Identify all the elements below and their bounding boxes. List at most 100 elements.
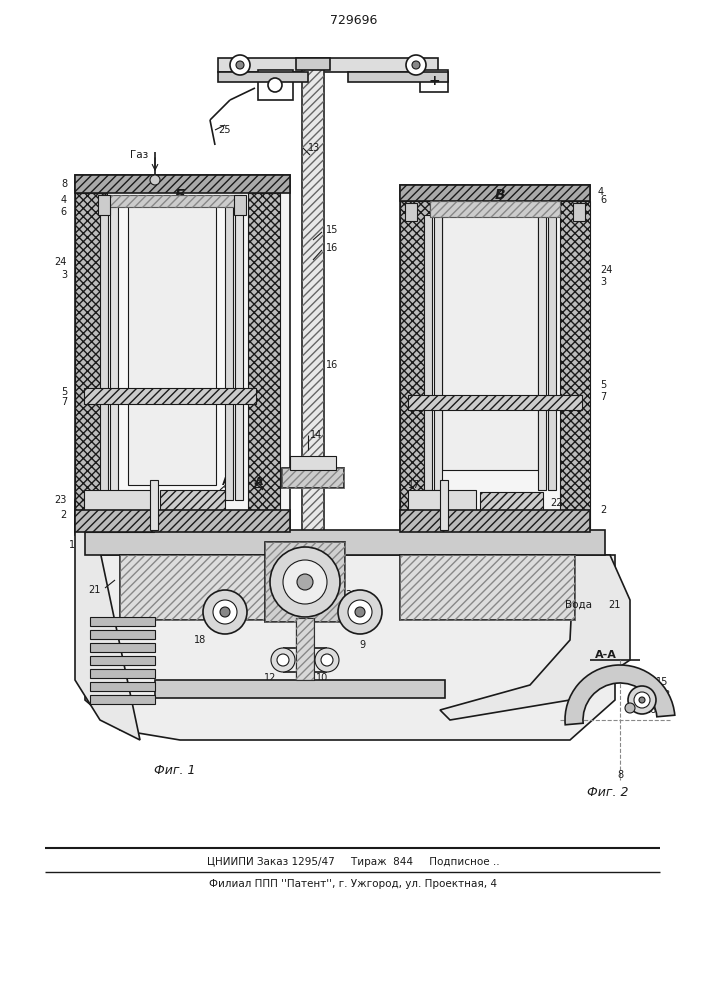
Text: 24: 24 bbox=[54, 257, 67, 267]
Text: 15: 15 bbox=[326, 225, 339, 235]
Bar bbox=[265, 542, 345, 622]
Text: А: А bbox=[255, 477, 263, 487]
Bar bbox=[84, 490, 154, 532]
Text: В: В bbox=[495, 188, 506, 202]
Text: 13: 13 bbox=[659, 690, 671, 700]
Text: 8: 8 bbox=[62, 179, 68, 189]
Text: 15: 15 bbox=[656, 677, 668, 687]
Text: А-А: А-А bbox=[595, 650, 617, 660]
Text: 7: 7 bbox=[600, 392, 606, 402]
Bar bbox=[408, 490, 476, 530]
Text: 16: 16 bbox=[326, 243, 338, 253]
Text: 11: 11 bbox=[299, 675, 311, 685]
Bar bbox=[258, 70, 293, 100]
Bar bbox=[290, 456, 336, 470]
Bar bbox=[90, 617, 155, 626]
Text: 24: 24 bbox=[600, 265, 612, 275]
Bar bbox=[90, 695, 155, 704]
Text: 5: 5 bbox=[61, 387, 67, 397]
Circle shape bbox=[355, 607, 365, 617]
Bar bbox=[90, 630, 155, 639]
Circle shape bbox=[315, 648, 339, 672]
Bar bbox=[400, 185, 590, 201]
Bar bbox=[400, 201, 430, 530]
Bar bbox=[120, 555, 285, 620]
Bar bbox=[480, 492, 543, 525]
Bar bbox=[420, 70, 448, 92]
Bar bbox=[218, 58, 438, 72]
Bar bbox=[234, 195, 246, 215]
Text: 6: 6 bbox=[61, 207, 67, 217]
Bar bbox=[296, 58, 330, 70]
Text: 3: 3 bbox=[61, 270, 67, 280]
Circle shape bbox=[277, 654, 289, 666]
Circle shape bbox=[321, 654, 333, 666]
Text: 6: 6 bbox=[600, 195, 606, 205]
Text: +: + bbox=[428, 74, 440, 88]
Text: 25: 25 bbox=[218, 125, 230, 135]
Text: 22: 22 bbox=[550, 498, 563, 508]
Bar bbox=[424, 215, 432, 490]
Circle shape bbox=[150, 175, 160, 185]
Text: 4: 4 bbox=[61, 195, 67, 205]
Text: 21: 21 bbox=[608, 600, 620, 610]
Circle shape bbox=[268, 78, 282, 92]
Bar bbox=[282, 468, 344, 488]
Bar bbox=[296, 618, 314, 680]
Text: 4: 4 bbox=[598, 187, 604, 197]
Circle shape bbox=[213, 600, 237, 624]
Text: 729696: 729696 bbox=[330, 13, 378, 26]
Bar bbox=[90, 656, 155, 665]
Bar bbox=[248, 193, 280, 530]
Bar bbox=[442, 215, 538, 470]
Bar bbox=[296, 618, 314, 680]
Circle shape bbox=[236, 61, 244, 69]
Bar bbox=[348, 72, 448, 82]
Text: Газ: Газ bbox=[130, 150, 148, 160]
Text: 16: 16 bbox=[645, 705, 658, 715]
Text: 3: 3 bbox=[600, 277, 606, 287]
Text: 16: 16 bbox=[326, 360, 338, 370]
Polygon shape bbox=[75, 480, 140, 740]
Bar bbox=[400, 555, 575, 620]
Polygon shape bbox=[440, 555, 630, 720]
Bar bbox=[440, 480, 448, 530]
Text: 17: 17 bbox=[408, 480, 420, 490]
Circle shape bbox=[348, 600, 372, 624]
Text: 21: 21 bbox=[88, 585, 100, 595]
Text: 10: 10 bbox=[316, 673, 328, 683]
Bar bbox=[100, 205, 108, 500]
Circle shape bbox=[271, 648, 295, 672]
Bar bbox=[160, 490, 225, 525]
Text: 14: 14 bbox=[310, 430, 322, 440]
Circle shape bbox=[297, 574, 313, 590]
Bar bbox=[560, 201, 590, 530]
Text: 9: 9 bbox=[359, 640, 365, 650]
Bar bbox=[225, 205, 233, 500]
Bar bbox=[405, 203, 417, 221]
Bar bbox=[128, 205, 216, 485]
Circle shape bbox=[639, 697, 645, 703]
Text: 5: 5 bbox=[600, 380, 606, 390]
Circle shape bbox=[203, 590, 247, 634]
Bar bbox=[75, 510, 290, 532]
Text: 18: 18 bbox=[194, 635, 206, 645]
Circle shape bbox=[406, 55, 426, 75]
Bar bbox=[235, 205, 243, 500]
Circle shape bbox=[270, 547, 340, 617]
Bar bbox=[408, 395, 582, 410]
Bar bbox=[400, 555, 575, 620]
Bar bbox=[400, 510, 590, 532]
Bar bbox=[75, 193, 107, 530]
Text: Вода: Вода bbox=[565, 600, 592, 610]
Bar bbox=[434, 215, 442, 490]
Text: 2: 2 bbox=[600, 505, 606, 515]
Text: 23: 23 bbox=[490, 497, 503, 507]
Bar bbox=[120, 555, 285, 620]
Bar bbox=[155, 680, 445, 698]
Text: 7: 7 bbox=[61, 397, 67, 407]
Text: ЦНИИПИ Заказ 1295/47     Тираж  844     Подписное ..: ЦНИИПИ Заказ 1295/47 Тираж 844 Подписное… bbox=[206, 857, 499, 867]
Bar bbox=[75, 175, 290, 535]
Text: Б: Б bbox=[175, 188, 185, 202]
Bar bbox=[85, 530, 605, 555]
